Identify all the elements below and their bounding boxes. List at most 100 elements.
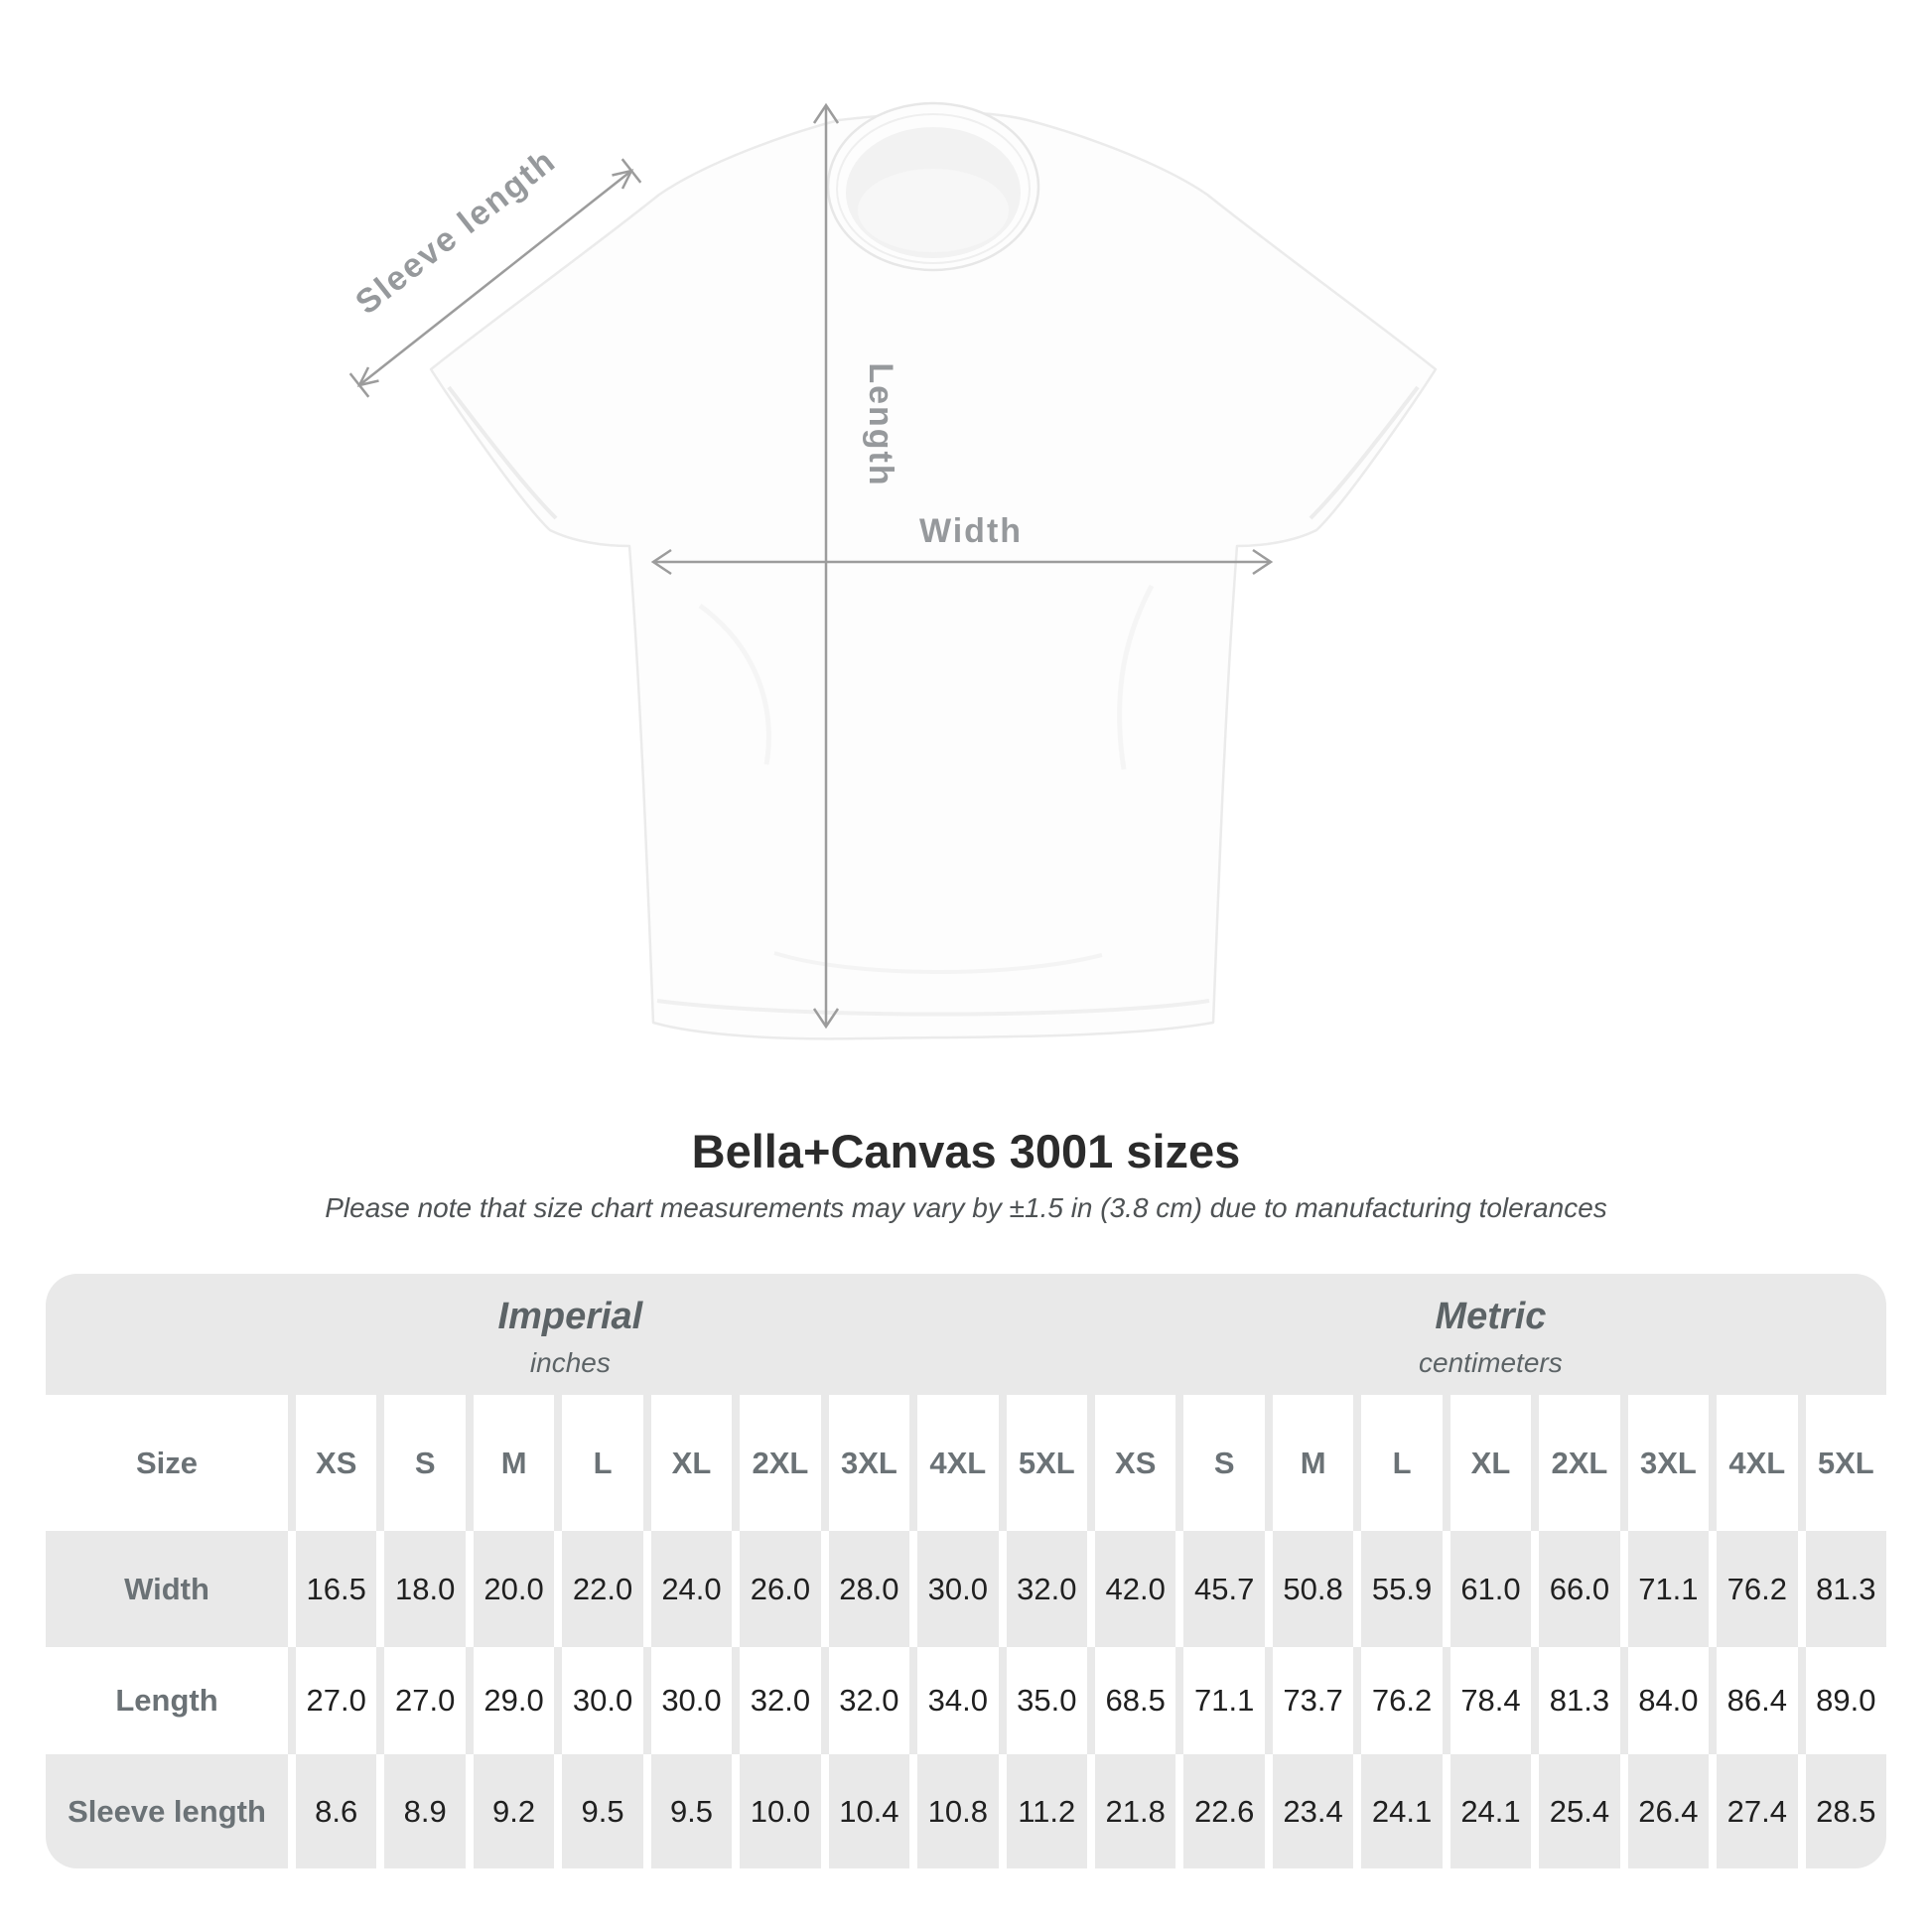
page-subtitle: Please note that size chart measurements…	[325, 1192, 1607, 1223]
size-cell: S	[1183, 1395, 1265, 1531]
imperial-sublabel: inches	[529, 1346, 611, 1378]
size-cell: 3XL	[1627, 1395, 1710, 1531]
size-cell: 2XL	[1539, 1395, 1620, 1531]
size-cell: 4XL	[917, 1395, 999, 1531]
size-row: Size XS S M L XL 2XL 3XL 4XL 5XL XS S M …	[46, 1395, 1886, 1531]
value-cell: 26.0	[740, 1531, 821, 1647]
tee-collar	[826, 101, 1040, 272]
value-cell: 66.0	[1539, 1531, 1620, 1647]
value-cell: 71.1	[1627, 1531, 1710, 1647]
imperial-label: Imperial	[497, 1296, 643, 1337]
value-cell: 50.8	[1272, 1531, 1354, 1647]
row-label: Size	[46, 1395, 288, 1531]
sleeve-length-row: Sleeve length 8.6 8.9 9.2 9.5 9.5 10.0 1…	[46, 1754, 1886, 1868]
wrinkle	[773, 951, 1103, 974]
size-cell: M	[473, 1395, 555, 1531]
value-cell: 27.0	[296, 1647, 377, 1754]
value-cell: 76.2	[1717, 1531, 1798, 1647]
value-cell: 30.0	[650, 1647, 733, 1754]
right-cuff-fold	[1309, 385, 1420, 520]
size-cell: 3XL	[828, 1395, 910, 1531]
size-cell: L	[1361, 1395, 1443, 1531]
wrinkle	[698, 603, 771, 765]
length-arrow	[812, 102, 840, 1030]
value-cell: 20.0	[473, 1531, 555, 1647]
value-cell: 32.0	[1006, 1531, 1087, 1647]
width-label: Width	[919, 512, 1023, 550]
size-cell: XS	[1094, 1395, 1176, 1531]
value-cell: 27.4	[1717, 1754, 1798, 1868]
page-title: Bella+Canvas 3001 sizes	[691, 1125, 1241, 1177]
value-cell: 9.2	[473, 1754, 555, 1868]
value-cell: 16.5	[296, 1531, 377, 1647]
value-cell: 11.2	[1006, 1754, 1087, 1868]
tshirt-illustration	[429, 101, 1438, 1040]
size-cell: XL	[650, 1395, 733, 1531]
table-header: Imperial inches Metric centimeters	[46, 1274, 1886, 1395]
value-cell: 32.0	[828, 1647, 910, 1754]
value-cell: 81.3	[1805, 1531, 1886, 1647]
value-cell: 42.0	[1094, 1531, 1176, 1647]
value-cell: 30.0	[562, 1647, 643, 1754]
hem-fold	[656, 999, 1210, 1017]
value-cell: 22.0	[562, 1531, 643, 1647]
value-cell: 73.7	[1272, 1647, 1354, 1754]
value-cell: 28.5	[1805, 1754, 1886, 1868]
row-label: Width	[46, 1531, 288, 1647]
tee-body	[429, 111, 1438, 1040]
wrinkle	[1117, 584, 1155, 770]
value-cell: 68.5	[1094, 1647, 1176, 1754]
sleeve-length-arrow	[348, 158, 642, 398]
value-cell: 81.3	[1539, 1647, 1620, 1754]
metric-label: Metric	[1435, 1296, 1547, 1337]
value-cell: 71.1	[1183, 1647, 1265, 1754]
size-cell: 5XL	[1006, 1395, 1087, 1531]
metric-sublabel: centimeters	[1419, 1346, 1563, 1378]
imperial-header: Imperial inches	[46, 1274, 1095, 1395]
value-cell: 10.4	[828, 1754, 910, 1868]
value-cell: 45.7	[1183, 1531, 1265, 1647]
width-arrow	[650, 548, 1274, 576]
value-cell: 21.8	[1094, 1754, 1176, 1868]
value-cell: 55.9	[1361, 1531, 1443, 1647]
size-cell: 4XL	[1717, 1395, 1798, 1531]
left-cuff-fold	[447, 385, 558, 520]
value-cell: 26.4	[1627, 1754, 1710, 1868]
value-cell: 32.0	[740, 1647, 821, 1754]
size-cell: XL	[1449, 1395, 1532, 1531]
value-cell: 9.5	[650, 1754, 733, 1868]
value-cell: 25.4	[1539, 1754, 1620, 1868]
value-cell: 35.0	[1006, 1647, 1087, 1754]
value-cell: 23.4	[1272, 1754, 1354, 1868]
value-cell: 8.6	[296, 1754, 377, 1868]
value-cell: 10.0	[740, 1754, 821, 1868]
size-chart-table: Imperial inches Metric centimeters Size …	[46, 1274, 1886, 1868]
value-cell: 27.0	[384, 1647, 466, 1754]
size-cell: L	[562, 1395, 643, 1531]
value-cell: 30.0	[917, 1531, 999, 1647]
width-row: Width 16.5 18.0 20.0 22.0 24.0 26.0 28.0…	[46, 1531, 1886, 1647]
value-cell: 18.0	[384, 1531, 466, 1647]
length-row: Length 27.0 27.0 29.0 30.0 30.0 32.0 32.…	[46, 1647, 1886, 1754]
value-cell: 10.8	[917, 1754, 999, 1868]
value-cell: 29.0	[473, 1647, 555, 1754]
row-label: Sleeve length	[46, 1754, 288, 1868]
value-cell: 34.0	[917, 1647, 999, 1754]
value-cell: 28.0	[828, 1531, 910, 1647]
metric-header: Metric centimeters	[1095, 1274, 1886, 1395]
value-cell: 8.9	[384, 1754, 466, 1868]
size-cell: S	[384, 1395, 466, 1531]
row-label: Length	[46, 1647, 288, 1754]
value-cell: 76.2	[1361, 1647, 1443, 1754]
value-cell: 89.0	[1805, 1647, 1886, 1754]
size-cell: 2XL	[740, 1395, 821, 1531]
value-cell: 22.6	[1183, 1754, 1265, 1868]
length-label: Length	[862, 362, 899, 486]
value-cell: 84.0	[1627, 1647, 1710, 1754]
value-cell: 24.1	[1449, 1754, 1532, 1868]
value-cell: 9.5	[562, 1754, 643, 1868]
size-cell: 5XL	[1805, 1395, 1886, 1531]
value-cell: 24.0	[650, 1531, 733, 1647]
tshirt-diagram: Sleeve length Length Width	[348, 101, 1438, 1040]
